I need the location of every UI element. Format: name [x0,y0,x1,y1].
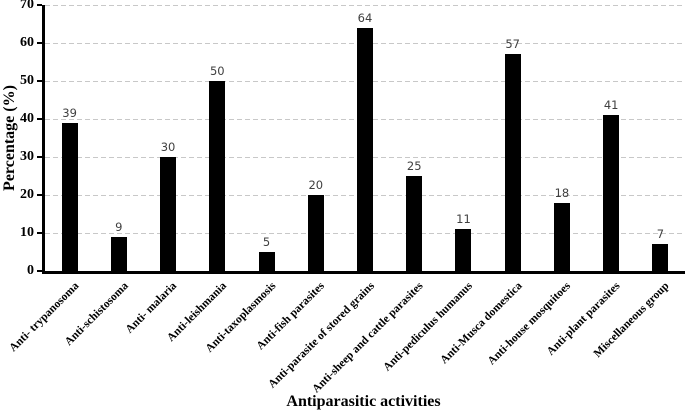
plot-area: 39 9 30 50 5 20 64 25 11 57 18 41 7 [42,5,685,274]
bar [110,236,127,271]
bar [160,157,177,271]
y-tick-label: 50 [20,73,34,88]
x-axis-title: Antiparasitic activities [286,393,441,410]
y-tick-label: 0 [27,263,34,278]
y-tick-mark [37,270,42,272]
y-tick-label: 10 [20,225,34,240]
y-tick-mark [37,118,42,120]
bar-value-label: 30 [160,140,176,154]
x-category-label: Anti-pediculus humanus [381,280,475,374]
bar-value-label: 25 [406,159,422,173]
bar-value-label: 39 [62,105,77,120]
bar-value-label: 18 [554,185,570,200]
y-tick-label: 20 [20,187,34,202]
y-tick-mark [37,80,42,82]
bar [553,202,570,271]
y-tick-label: 60 [20,35,34,50]
x-category-label: Anti- malaria [123,280,180,336]
y-tick-mark [37,194,42,196]
x-category-label: Anti-house mosquitoes [486,280,574,368]
gridline-70 [45,5,685,6]
x-category-label: Anti-Musca domestica [437,280,525,367]
bar-value-label: 20 [308,178,324,192]
bar [504,54,521,271]
y-tick-mark [37,232,42,234]
y-tick-label: 40 [20,111,34,126]
bar-value-label: 9 [115,219,123,234]
bar [406,176,423,271]
bar [307,195,324,271]
y-tick-label: 30 [20,149,34,164]
bar-value-label: 57 [505,37,521,52]
bar [209,81,226,271]
bar-value-label: 41 [603,98,619,113]
bar [258,252,275,271]
y-tick-label: 70 [20,0,34,12]
bar-value-label: 11 [456,212,471,227]
y-tick-mark [37,156,42,158]
y-tick-mark [37,42,42,44]
bar [455,229,472,271]
bar [61,122,78,271]
y-tick-mark [37,4,42,6]
bar-value-label: 64 [357,10,373,25]
bar [603,115,620,271]
bar-value-label: 50 [209,64,225,78]
bar [357,27,373,271]
bar [652,244,669,271]
bar-value-label: 7 [656,227,665,242]
bar-value-label: 5 [262,235,271,249]
